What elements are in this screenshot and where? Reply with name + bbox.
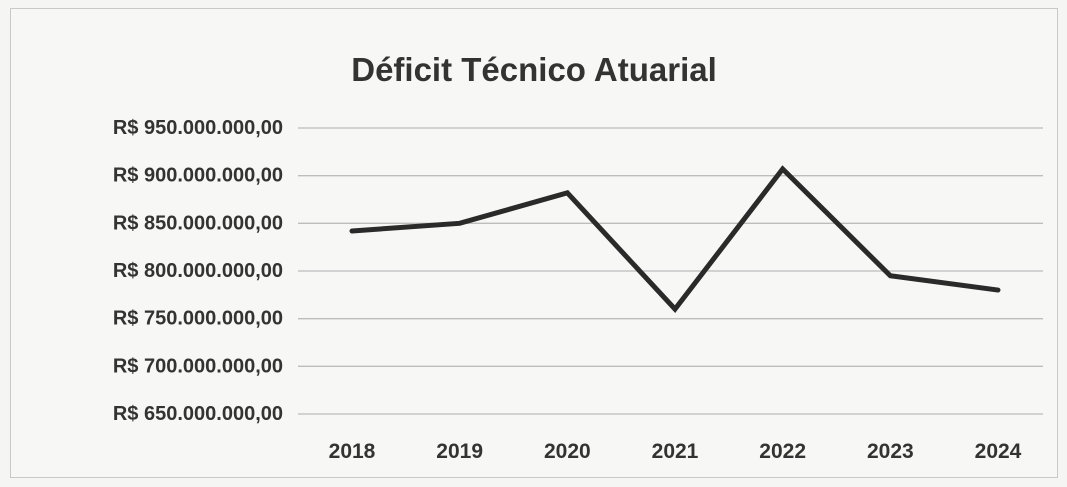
x-tick-label: 2022 — [759, 440, 806, 463]
y-tick-label: R$ 750.000.000,00 — [113, 308, 283, 330]
chart-frame: Déficit Técnico Atuarial — [10, 8, 1058, 478]
x-tick-label: 2024 — [975, 440, 1022, 463]
x-axis-tick-labels: 2018 2019 2020 2021 2022 2023 2024 — [329, 440, 1022, 463]
y-tick-label: R$ 650.000.000,00 — [113, 403, 283, 425]
y-tick-label: R$ 700.000.000,00 — [113, 355, 283, 377]
series-layer — [349, 165, 1001, 314]
x-tick-label: 2023 — [867, 440, 914, 463]
series-line — [349, 165, 1001, 314]
chart-title: Déficit Técnico Atuarial — [351, 51, 717, 88]
y-tick-label: R$ 850.000.000,00 — [113, 212, 283, 234]
y-tick-label: R$ 900.000.000,00 — [113, 165, 283, 187]
gridlines — [298, 127, 1043, 415]
y-tick-label: R$ 800.000.000,00 — [113, 260, 283, 282]
y-axis-tick-labels: R$ 650.000.000,00 R$ 700.000.000,00 R$ 750… — [113, 117, 283, 425]
x-tick-label: 2018 — [329, 440, 376, 463]
x-tick-label: 2020 — [544, 440, 591, 463]
x-tick-label: 2019 — [436, 440, 483, 463]
y-tick-label: R$ 950.000.000,00 — [113, 117, 283, 139]
x-tick-label: 2021 — [652, 440, 699, 463]
